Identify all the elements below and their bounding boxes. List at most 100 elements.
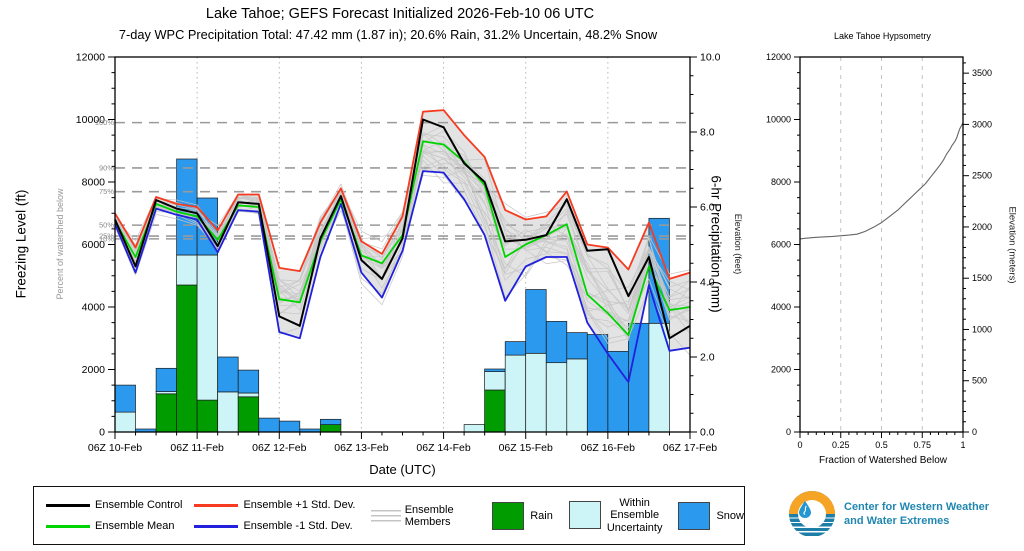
svg-text:06Z 15-Feb: 06Z 15-Feb [499, 442, 553, 454]
legend-item-control: Ensemble Control [46, 499, 182, 511]
svg-text:06Z 11-Feb: 06Z 11-Feb [170, 442, 224, 454]
bar-rain [196, 399, 218, 433]
svg-text:10.0: 10.0 [700, 52, 721, 64]
bar-snow [155, 367, 177, 392]
hyp-curve [799, 122, 964, 240]
ensemble-spread-band [115, 110, 690, 382]
svg-text:06Z 13-Feb: 06Z 13-Feb [334, 442, 388, 454]
svg-text:0: 0 [972, 427, 977, 437]
y-axis-label-percent-watershed: Percent of watershed below [55, 188, 65, 300]
svg-text:0: 0 [786, 427, 791, 437]
hypsometry-x-label: Fraction of Watershed Below [818, 455, 948, 466]
snow-patch-swatch [678, 501, 711, 530]
svg-text:2000: 2000 [972, 222, 992, 232]
svg-text:06Z 17-Feb: 06Z 17-Feb [663, 442, 717, 454]
svg-text:8000: 8000 [771, 177, 791, 187]
bar-snow [525, 289, 547, 354]
bar-rain [237, 396, 260, 433]
svg-text:12000: 12000 [766, 52, 791, 62]
bar-snow [628, 322, 650, 433]
svg-text:4.0: 4.0 [700, 277, 715, 289]
rain-patch-swatch [492, 501, 525, 530]
bar-snow [566, 332, 588, 360]
bar-rain [176, 284, 198, 433]
svg-text:4000: 4000 [771, 302, 791, 312]
legend-label: Ensemble Control [95, 499, 183, 511]
bar-rain [320, 424, 342, 433]
svg-text:0.75: 0.75 [913, 440, 931, 450]
legend-item-minus1: Ensemble -1 Std. Dev. [194, 520, 355, 532]
svg-text:6000: 6000 [82, 239, 106, 251]
svg-text:06Z 14-Feb: 06Z 14-Feb [416, 442, 470, 454]
legend-item-plus1: Ensemble +1 Std. Dev. [194, 499, 355, 511]
bar-uncertain [566, 358, 588, 433]
bar-snow [607, 351, 629, 433]
svg-text:2000: 2000 [82, 364, 106, 376]
svg-text:06Z 12-Feb: 06Z 12-Feb [252, 442, 306, 454]
svg-text:75%: 75% [99, 187, 114, 196]
svg-text:3500: 3500 [972, 68, 992, 78]
bar-uncertain [237, 392, 260, 398]
bar-uncertain [504, 354, 527, 433]
svg-text:50%: 50% [99, 221, 114, 230]
legend-item-members: Ensemble Members [371, 504, 476, 528]
legend-column-2: Ensemble +1 Std. Dev. Ensemble -1 Std. D… [194, 499, 355, 532]
chart-subtitle: 7-day WPC Precipitation Total: 47.42 mm … [118, 27, 658, 42]
bar-snow [504, 341, 527, 356]
legend-item-mean: Ensemble Mean [46, 520, 182, 532]
hyp-axes: 0200040006000800010000120000500100015002… [766, 52, 992, 450]
bar-uncertain [525, 352, 547, 433]
svg-text:500: 500 [972, 376, 987, 386]
plus1-line-swatch [194, 503, 239, 507]
svg-text:6000: 6000 [771, 240, 791, 250]
ensemble-control-line [114, 118, 691, 340]
svg-text:90%: 90% [99, 163, 114, 172]
svg-text:0.25: 0.25 [832, 440, 850, 450]
svg-text:10000: 10000 [76, 114, 105, 126]
legend-item-snow: Snow [678, 501, 744, 530]
bar-uncertain [196, 254, 218, 401]
uncertainty-patch-swatch [568, 501, 601, 530]
svg-text:1000: 1000 [972, 324, 992, 334]
legend-label: Within Ensemble Uncertainty [606, 496, 663, 534]
svg-text:0: 0 [99, 427, 105, 439]
mean-line-swatch [46, 524, 90, 528]
legend-label: Ensemble +1 Std. Dev. [243, 499, 356, 511]
ensemble-1-std-dev--line [114, 109, 691, 280]
minus1-line-swatch [194, 524, 239, 528]
members-lines-swatch [371, 509, 401, 522]
y-axis-label-precipitation: 6-hr Precipitation (mm) [708, 175, 724, 313]
svg-text:4000: 4000 [82, 302, 106, 314]
chart-title: Lake Tahoe; GEFS Forecast Initialized 20… [205, 6, 595, 22]
ensemble-stat-lines [114, 109, 691, 383]
control-line-swatch [46, 503, 90, 507]
svg-text:06Z 16-Feb: 06Z 16-Feb [581, 442, 635, 454]
svg-text:6.0: 6.0 [700, 202, 715, 214]
bar-snow [484, 368, 506, 372]
svg-text:2000: 2000 [771, 365, 791, 375]
x-axis-label-date: Date (UTC) [369, 462, 436, 477]
bar-snow [278, 420, 301, 433]
watershed-percent-labels: 100% 90% 75% 50% 25%10% [95, 118, 115, 243]
y-axis-label-freezing-level: Freezing Level (ft) [13, 189, 29, 299]
bar-snow [217, 356, 239, 393]
svg-text:1: 1 [960, 440, 965, 450]
svg-text:10%: 10% [99, 234, 114, 243]
cw3e-logo-mark [789, 491, 835, 537]
cw3e-logo-text: Center for Western Weather and Water Ext… [844, 500, 990, 527]
svg-text:2.0: 2.0 [700, 352, 715, 364]
svg-text:0: 0 [797, 440, 802, 450]
hyp-gridlines [840, 57, 923, 432]
svg-text:3000: 3000 [972, 119, 992, 129]
bar-snow [237, 369, 260, 394]
legend-label: Rain [530, 509, 553, 522]
bar-snow [258, 417, 280, 433]
svg-text:10000: 10000 [766, 115, 791, 125]
legend-column-1: Ensemble Control Ensemble Mean [46, 499, 182, 532]
legend-label: Ensemble Members [404, 503, 454, 528]
bar-rain [155, 393, 177, 433]
y-axis-label-elevation-meters: Elevation (meters) [1006, 206, 1018, 284]
svg-text:25%: 25% [99, 232, 114, 241]
svg-text:06Z 10-Feb: 06Z 10-Feb [88, 442, 142, 454]
